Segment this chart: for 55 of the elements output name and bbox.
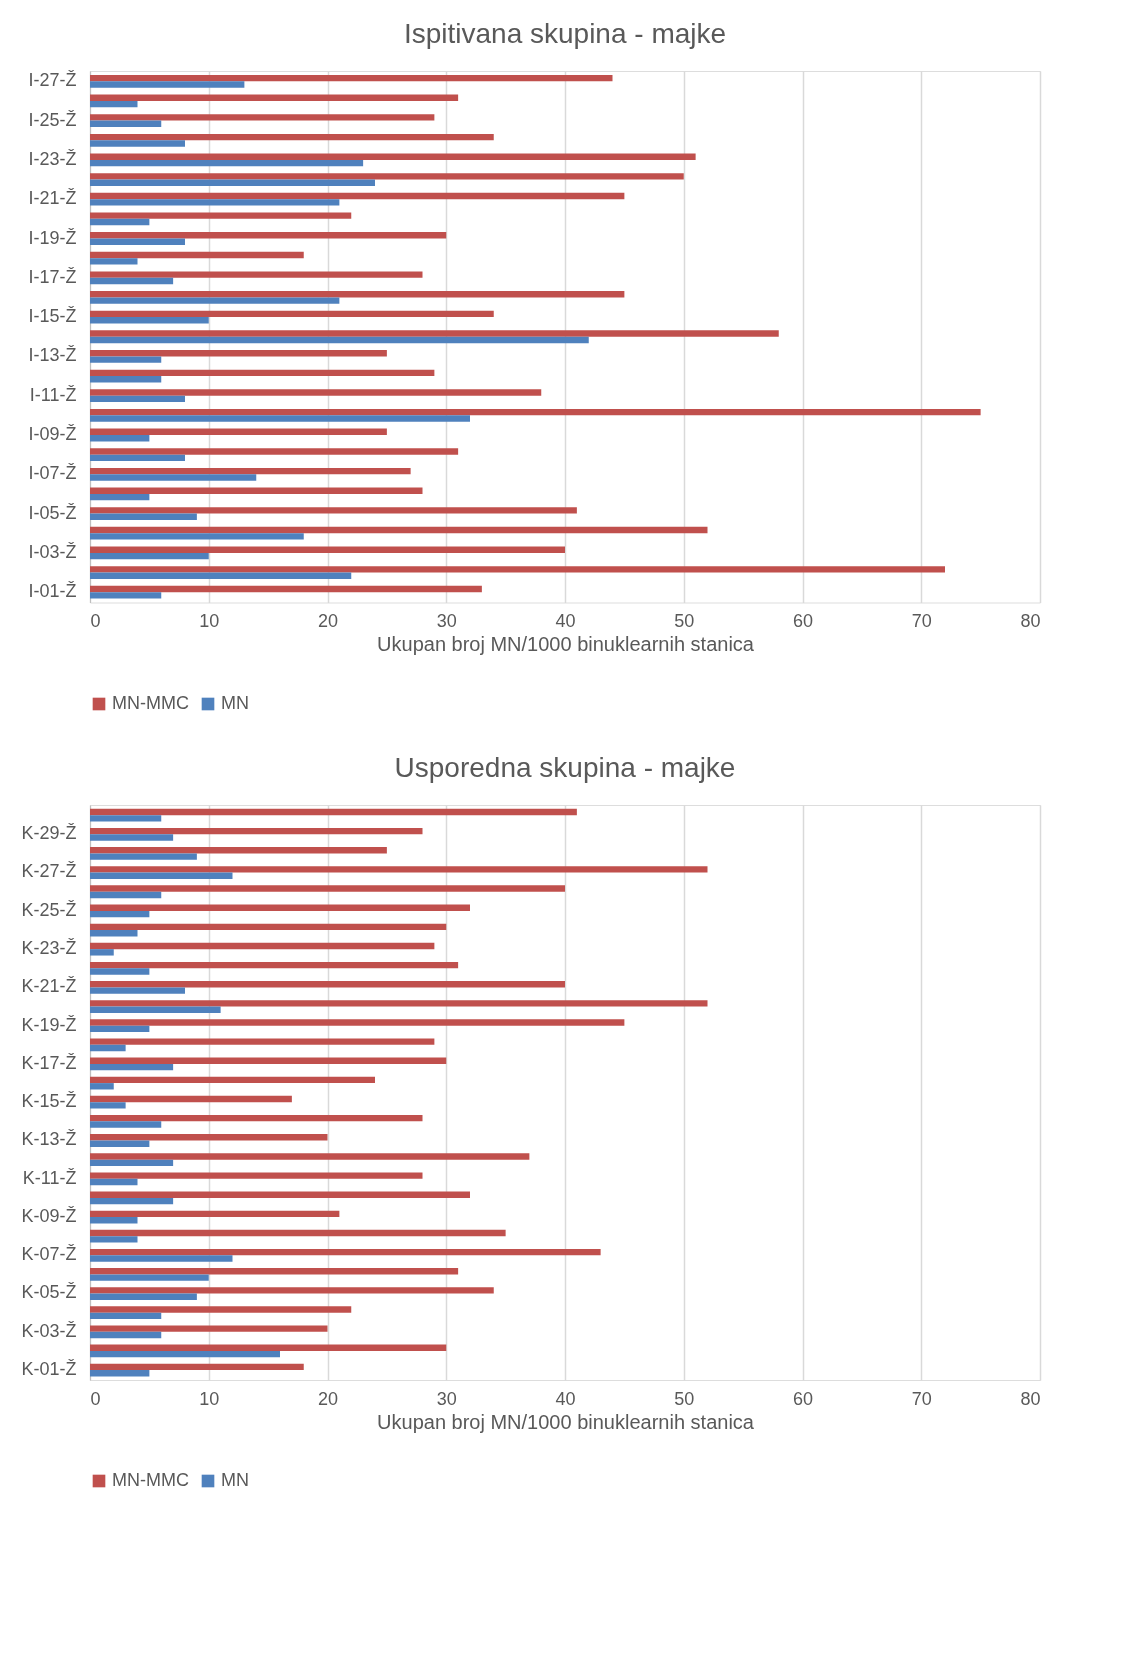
y-tick-label: I-01-Ž — [28, 581, 77, 602]
x-tick-label: 10 — [199, 1388, 220, 1409]
y-tick-label: K-29-Ž — [21, 823, 77, 844]
x-tick-label: 60 — [792, 1388, 814, 1409]
y-tick-label: I-21-Ž — [28, 188, 77, 209]
y-tick-label: K-19-Ž — [21, 1014, 77, 1035]
x-axis-title: Ukupan broj MN/1000 binuklearnih stanica — [377, 633, 755, 655]
y-tick-label: K-15-Ž — [21, 1091, 77, 1112]
legend-label: MN-MMC — [112, 1470, 189, 1490]
y-tick-label: I-25-Ž — [28, 109, 77, 130]
y-tick-label: I-05-Ž — [28, 502, 77, 523]
y-tick-label: I-15-Ž — [28, 306, 77, 327]
x-tick-label: 70 — [911, 611, 932, 631]
x-tick-label: 40 — [555, 1388, 576, 1409]
x-tick-label: 0 — [90, 1388, 101, 1409]
chart-title: Ispitivana skupina - majke — [403, 18, 727, 49]
y-tick-label: K-13-Ž — [21, 1129, 77, 1150]
legend-label: MN — [221, 693, 249, 713]
x-tick-label: 60 — [792, 611, 814, 631]
y-tick-label: K-27-Ž — [21, 861, 77, 882]
x-tick-label: 40 — [555, 611, 576, 631]
x-tick-label: 30 — [436, 611, 457, 631]
y-tick-label: I-07-Ž — [28, 463, 77, 484]
x-tick-label: 50 — [674, 1388, 695, 1409]
y-tick-label: I-11-Ž — [29, 384, 77, 405]
legend-label: MN-MMC — [112, 693, 189, 713]
y-tick-label: I-27-Ž — [28, 70, 77, 91]
legend-label: MN — [221, 1470, 249, 1490]
y-tick-label: K-01-Ž — [21, 1358, 77, 1379]
y-tick-label: K-09-Ž — [21, 1205, 77, 1226]
y-tick-label: K-21-Ž — [21, 976, 77, 997]
x-tick-label: 70 — [911, 1388, 932, 1409]
y-tick-label: K-03-Ž — [21, 1320, 77, 1341]
y-tick-label: K-17-Ž — [21, 1052, 77, 1073]
chart-title: Usporedna skupina - majke — [394, 752, 736, 783]
x-tick-label: 10 — [199, 611, 220, 631]
y-tick-label: I-09-Ž — [28, 423, 77, 444]
y-tick-label: I-19-Ž — [28, 227, 77, 248]
y-tick-label: I-17-Ž — [28, 266, 77, 287]
y-tick-label: K-07-Ž — [21, 1244, 77, 1265]
y-tick-label: K-23-Ž — [21, 937, 77, 958]
x-tick-label: 50 — [674, 611, 695, 631]
y-tick-label: I-03-Ž — [28, 541, 77, 562]
x-axis-title: Ukupan broj MN/1000 binuklearnih stanica — [377, 1410, 755, 1433]
x-tick-label: 20 — [317, 1388, 339, 1409]
x-tick-label: 0 — [90, 611, 101, 631]
y-tick-label: I-23-Ž — [28, 148, 77, 169]
x-tick-label: 80 — [1020, 1388, 1041, 1409]
y-tick-label: K-05-Ž — [21, 1282, 77, 1303]
x-tick-label: 30 — [436, 1388, 457, 1409]
y-tick-label: K-11-Ž — [22, 1167, 77, 1188]
y-tick-label: K-25-Ž — [21, 899, 77, 920]
x-tick-label: 80 — [1020, 611, 1041, 631]
x-tick-label: 20 — [317, 611, 339, 631]
y-tick-label: I-13-Ž — [28, 345, 77, 366]
